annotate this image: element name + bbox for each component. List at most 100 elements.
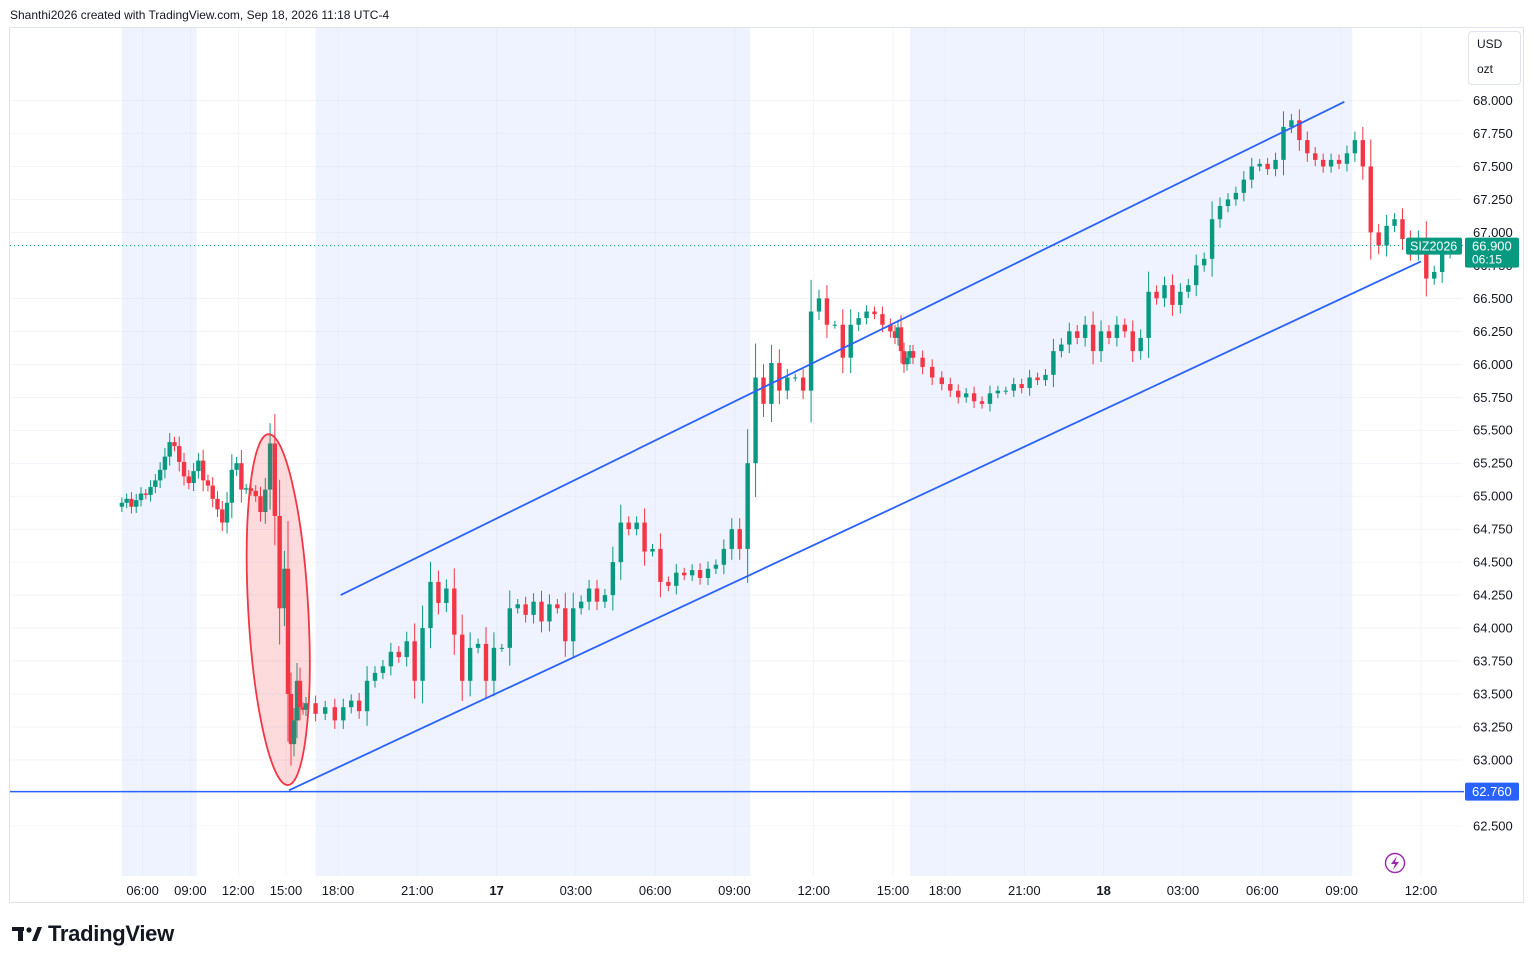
candle-up (499, 647, 505, 649)
candle-up (263, 489, 268, 513)
candle-up (721, 548, 727, 565)
candle-up (634, 522, 639, 530)
candle-down (1090, 324, 1096, 352)
candle-up (1432, 271, 1437, 279)
y-tick-label: 67.000 (1473, 225, 1513, 240)
y-tick-label: 62.500 (1473, 818, 1513, 833)
x-tick-label: 15:00 (270, 883, 303, 898)
candle-down (300, 707, 306, 710)
candle-up (1384, 225, 1389, 246)
unit-selector[interactable]: USD ozt (1468, 31, 1521, 85)
candle-up (153, 480, 158, 487)
candle-down (824, 298, 830, 325)
candle-down (1305, 140, 1310, 154)
candle-up (1059, 344, 1064, 352)
x-tick-label: 09:00 (1325, 883, 1358, 898)
candle-up (705, 568, 711, 578)
candle-down (177, 446, 182, 462)
y-tick-label: 66.000 (1473, 357, 1513, 372)
candle-down (332, 707, 337, 721)
candle-down (356, 700, 362, 712)
y-tick-label: 63.750 (1473, 654, 1513, 669)
candle-up (1067, 331, 1072, 345)
candle-up (467, 647, 473, 681)
candle-down (930, 366, 935, 378)
candle-down (205, 480, 211, 486)
candle-down (956, 390, 961, 398)
x-tick-label: 18:00 (322, 883, 355, 898)
unit-label[interactable]: ozt (1477, 62, 1494, 76)
candle-down (1424, 239, 1429, 279)
candle-up (124, 498, 129, 503)
candle-down (910, 351, 916, 358)
candle-up (191, 471, 196, 483)
candle-up (895, 327, 901, 338)
candle-down (436, 581, 441, 604)
candle-up (1138, 337, 1143, 352)
session-shade (315, 28, 751, 876)
y-tick-label: 64.000 (1473, 621, 1513, 636)
candle-up (341, 707, 346, 721)
candle-down (697, 570, 703, 578)
candle-down (1019, 384, 1024, 389)
y-tick-label: 63.250 (1473, 719, 1513, 734)
tradingview-logo[interactable]: TradingView (12, 921, 174, 947)
candle-up (1249, 166, 1254, 180)
channel-lower-line (288, 260, 1422, 792)
grid-lines (10, 28, 1462, 876)
y-tick-label: 67.250 (1473, 192, 1513, 207)
candle-up (234, 463, 239, 470)
candle-down (658, 548, 663, 582)
candle-down (1376, 232, 1381, 246)
candle-up (907, 351, 913, 358)
candle-up (148, 486, 153, 495)
candle-down (1106, 331, 1112, 338)
candle-up (848, 324, 853, 358)
symbol-tag (1406, 237, 1462, 255)
candle-down (200, 460, 206, 481)
candle-down (460, 634, 465, 681)
candle-up (816, 298, 822, 312)
y-tick-label: 64.750 (1473, 522, 1513, 537)
x-tick-label: 21:00 (401, 883, 434, 898)
lightning-icon (1384, 852, 1406, 874)
candle-up (1281, 126, 1286, 160)
candle-down (777, 362, 782, 391)
chart-frame (9, 27, 1524, 903)
candle-up (1352, 140, 1358, 154)
x-tick-label: 03:00 (560, 883, 593, 898)
channel-upper-line (340, 101, 1345, 596)
candle-down (555, 604, 560, 609)
candle-down (277, 515, 282, 609)
candle-up (808, 311, 814, 391)
candle-down (181, 461, 187, 477)
candle-up (1027, 377, 1032, 389)
currency-label[interactable]: USD (1477, 37, 1503, 51)
candle-up (1178, 291, 1183, 305)
candle-down (920, 357, 925, 367)
candle-down (483, 643, 489, 681)
candle-down (737, 529, 742, 549)
chart-attribution: Shanthi2026 created with TradingView.com… (10, 8, 390, 22)
candle-up (229, 469, 235, 503)
candle-down (1130, 331, 1135, 352)
y-tick-label: 64.500 (1473, 555, 1513, 570)
candle-up (507, 608, 512, 648)
candle-up (388, 651, 394, 667)
candle-up (119, 502, 125, 507)
last-price-label (1465, 237, 1519, 268)
x-tick-label: 09:00 (174, 883, 207, 898)
candle-up (729, 529, 734, 549)
support-price-label (1465, 782, 1519, 801)
candle-down (892, 331, 898, 338)
candle-up (349, 700, 354, 708)
y-tick-label: 66.250 (1473, 324, 1513, 339)
candle-up (404, 641, 409, 658)
candle-up (1289, 120, 1294, 127)
candle-up (294, 680, 300, 721)
candle-down (1400, 219, 1405, 240)
candle-up (475, 643, 481, 648)
candle-up (372, 672, 378, 681)
